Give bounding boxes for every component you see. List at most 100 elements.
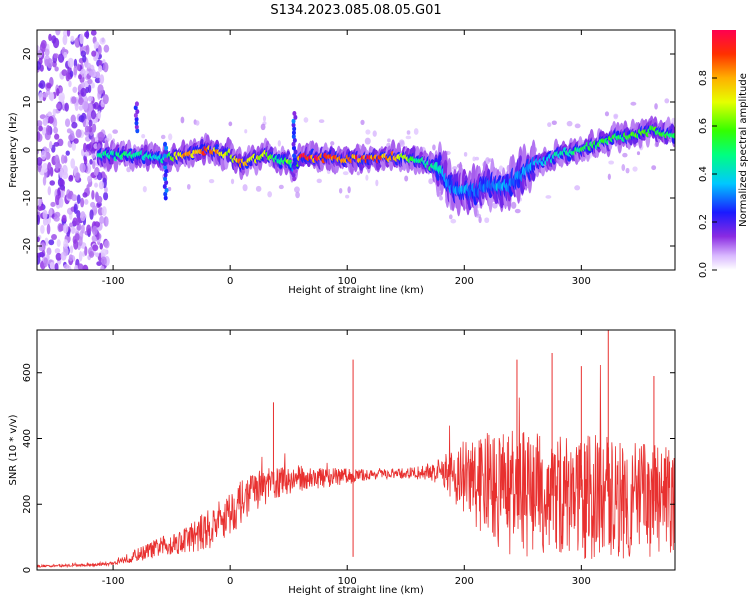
faint-blob — [664, 98, 670, 104]
noise-blob — [63, 51, 68, 59]
colorbar-tick-label: 0.2 — [698, 214, 709, 230]
noise-blob — [86, 224, 92, 234]
noise-blob — [70, 226, 76, 234]
noise-blob — [99, 74, 105, 85]
x-tick-label: -100 — [102, 276, 125, 287]
noise-blob — [49, 92, 55, 102]
faint-blob — [474, 156, 480, 161]
noise-blob — [38, 244, 44, 252]
snr-spikes — [272, 330, 655, 557]
noise-blob — [48, 33, 52, 42]
noise-blob — [70, 158, 76, 169]
noise-blob — [65, 150, 70, 156]
noise-blob — [90, 30, 97, 36]
faint-blob — [622, 152, 628, 158]
chart-title: S134.2023.085.08.05.G01 — [270, 3, 441, 18]
noise-blob — [40, 39, 47, 49]
noise-blob — [55, 30, 61, 36]
noise-blob — [84, 130, 90, 136]
noise-blob — [52, 37, 60, 49]
y-tick-label: -20 — [22, 238, 33, 254]
faint-blob — [498, 165, 504, 172]
noise-blob — [86, 62, 92, 69]
faint-blob — [654, 103, 658, 110]
noise-blob — [94, 77, 101, 84]
noise-blob — [47, 186, 52, 196]
noise-blob — [54, 262, 59, 270]
noise-blob — [80, 87, 87, 97]
ridge-blob — [671, 133, 675, 139]
noise-blob — [46, 82, 52, 89]
y-tick-label: 0 — [22, 567, 33, 573]
noise-blob — [91, 153, 96, 159]
noise-blob — [78, 251, 83, 262]
noise-blob — [62, 246, 69, 257]
faint-blob — [160, 134, 166, 140]
noise-blob — [67, 192, 72, 199]
noise-blob — [76, 210, 81, 219]
noise-blob — [61, 214, 67, 222]
streak-blob — [292, 137, 297, 143]
colorbar-gradient — [712, 30, 736, 270]
snr-panel: -100 0 100 200 300 0 200 400 600 Height of stra… — [8, 329, 676, 596]
noise-blob — [37, 131, 41, 141]
faint-blob — [330, 141, 335, 146]
noise-blob — [37, 157, 43, 166]
noise-blob — [59, 179, 65, 187]
faint-blob — [574, 123, 581, 129]
faint-blob — [356, 171, 360, 176]
faint-blob — [338, 187, 343, 194]
faint-blob — [621, 164, 626, 172]
noise-blob — [42, 209, 48, 220]
streak-blob — [164, 157, 169, 163]
noise-blob — [78, 115, 85, 123]
noise-blob — [37, 214, 41, 226]
noise-blob — [52, 108, 56, 117]
faint-blob — [107, 133, 113, 141]
streak-blob — [291, 130, 296, 136]
noise-blob — [74, 37, 81, 48]
noise-blob — [84, 246, 88, 256]
noise-blob — [37, 236, 40, 243]
noise-blob — [77, 263, 84, 270]
faint-blob — [141, 134, 146, 139]
noise-blob — [58, 224, 65, 232]
faint-blob — [574, 185, 581, 191]
streak-blob — [292, 153, 297, 159]
faint-blob — [630, 101, 637, 106]
faint-blob — [439, 195, 443, 201]
noise-blob — [58, 197, 64, 208]
noise-blob — [37, 198, 42, 207]
x-tick-label: 100 — [338, 276, 357, 287]
streak-blob — [292, 176, 297, 182]
faint-blob — [607, 173, 611, 180]
noise-blob — [54, 154, 60, 164]
x-tick-label: 200 — [455, 276, 474, 287]
noise-blob — [44, 58, 50, 67]
noise-blob — [92, 160, 96, 170]
noise-blob — [80, 68, 86, 75]
noise-blob — [71, 194, 78, 202]
noise-blob — [37, 120, 43, 127]
faint-blob — [566, 120, 573, 127]
noise-blob — [84, 151, 90, 157]
faint-blob — [316, 178, 322, 184]
noise-blob — [100, 265, 105, 270]
noise-blob — [82, 192, 88, 198]
noise-blob — [101, 206, 107, 217]
noise-blob — [79, 33, 84, 45]
noise-blob — [73, 203, 78, 214]
noise-blob — [69, 70, 74, 78]
noise-blob — [74, 172, 80, 182]
noise-blob — [38, 251, 45, 258]
noise-blob — [49, 141, 53, 150]
streak-blob — [163, 172, 168, 178]
noise-blob — [80, 81, 86, 88]
faint-blob — [478, 216, 482, 224]
noise-blob — [73, 65, 78, 76]
noise-blob — [68, 134, 73, 141]
noise-blob — [73, 138, 79, 144]
faint-blob — [342, 171, 349, 176]
noise-blob — [99, 215, 105, 224]
